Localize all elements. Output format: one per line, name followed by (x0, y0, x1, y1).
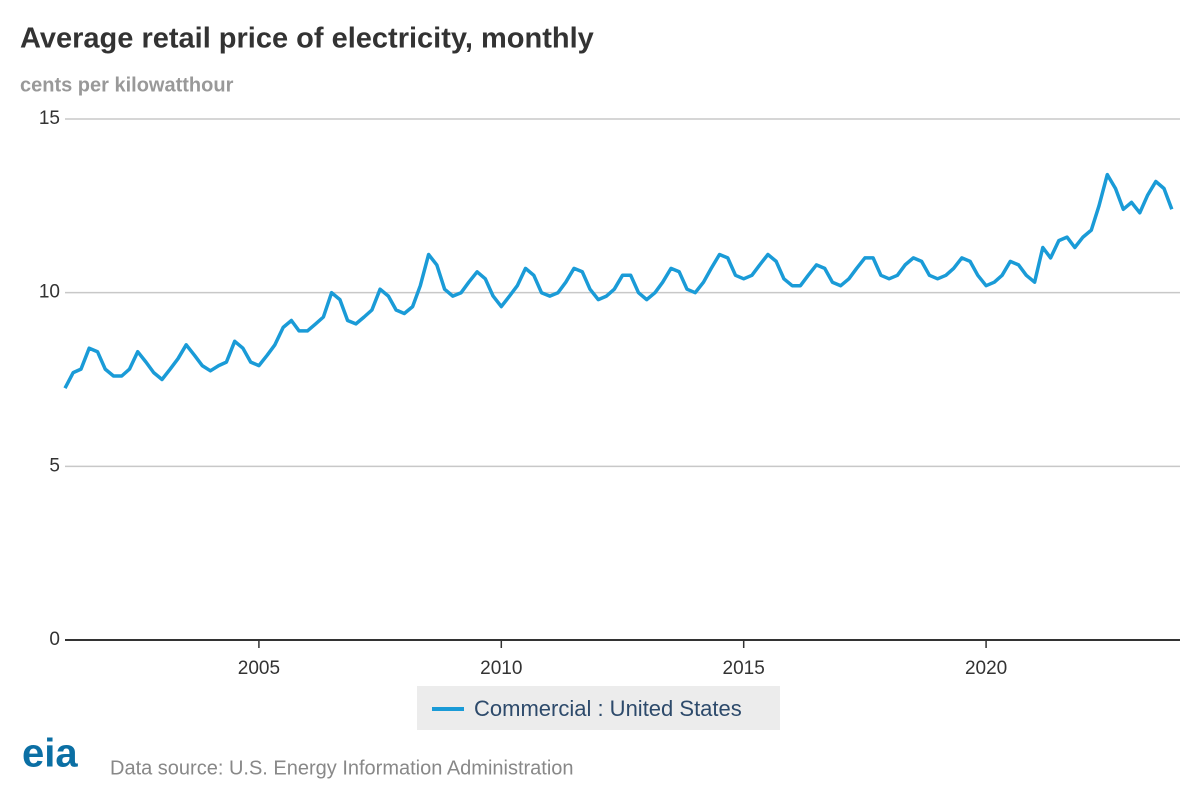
legend-box (417, 686, 780, 730)
logo: eia (22, 732, 78, 776)
x-tick-label: 2015 (723, 658, 765, 679)
x-tick-label: 2020 (965, 658, 1007, 679)
x-tick-label: 2005 (238, 658, 280, 679)
chart-subtitle: cents per kilowatthour (20, 74, 234, 96)
chart-title: Average retail price of electricity, mon… (20, 23, 594, 55)
data-line (63, 172, 1174, 390)
y-tick-label: 5 (49, 455, 60, 476)
y-tick-label: 10 (39, 282, 60, 303)
source-note: Data source: U.S. Energy Information Adm… (110, 757, 574, 779)
legend-label: Commercial : United States (474, 696, 742, 721)
y-tick-label: 0 (49, 629, 60, 650)
x-tick-label: 2010 (480, 658, 522, 679)
y-tick-label: 15 (39, 108, 60, 129)
